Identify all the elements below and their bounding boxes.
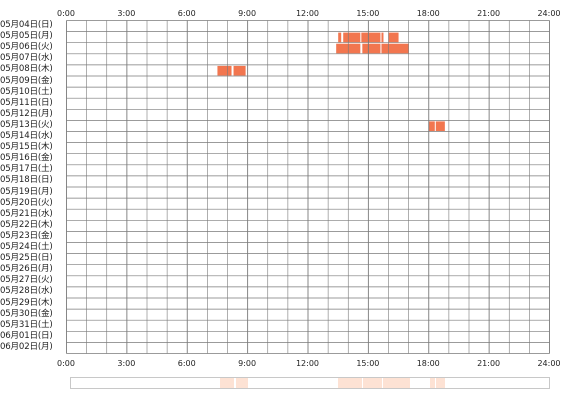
hour-tick-label: 9:00 xyxy=(238,9,257,18)
day-label: 06月01日(日) xyxy=(0,330,53,341)
day-label: 05月30日(金) xyxy=(0,308,53,319)
activity-bar xyxy=(361,32,381,43)
hour-tick-label: 21:00 xyxy=(477,9,501,18)
hour-tick-label: 12:00 xyxy=(295,359,320,368)
day-label: 05月09日(金) xyxy=(0,75,53,86)
overview-mark xyxy=(337,378,362,388)
day-label: 05月24日(土) xyxy=(0,242,53,252)
day-label: 05月11日(日) xyxy=(0,97,53,108)
overview-mark xyxy=(382,378,410,388)
hour-tick-label: 18:00 xyxy=(416,359,440,368)
hour-tick-label: 6:00 xyxy=(177,359,196,368)
day-label: 05月05日(月) xyxy=(0,31,53,42)
hour-tick-label: 24:00 xyxy=(537,9,561,18)
overview-mark xyxy=(363,378,382,388)
day-label: 05月04日(日) xyxy=(0,20,53,30)
day-label: 05月12日(月) xyxy=(0,108,53,119)
hour-tick-label: 12:00 xyxy=(295,9,320,18)
day-label: 05月14日(水) xyxy=(0,131,53,141)
overview-mark xyxy=(436,378,446,388)
activity-bar xyxy=(381,32,384,43)
hour-tick-label: 3:00 xyxy=(117,359,136,368)
timeline-grid xyxy=(66,20,550,354)
overview-mark xyxy=(220,378,235,388)
hour-tick-label: 15:00 xyxy=(356,359,380,368)
activity-bar xyxy=(435,121,445,131)
activity-bar xyxy=(428,121,435,131)
day-label: 05月10日(土) xyxy=(0,86,53,97)
activity-bar xyxy=(381,43,409,54)
activity-bar xyxy=(233,65,246,76)
activity-bar xyxy=(343,32,361,43)
day-label: 05月08日(木) xyxy=(0,64,53,75)
day-label: 05月15日(木) xyxy=(0,142,53,153)
overview-mark xyxy=(429,378,436,388)
grid-svg xyxy=(66,20,550,354)
day-label: 05月28日(水) xyxy=(0,286,53,297)
activity-bar xyxy=(362,43,381,54)
day-label: 05月19日(月) xyxy=(0,186,53,197)
hour-tick-label: 21:00 xyxy=(477,359,501,368)
hour-tick-label: 15:00 xyxy=(356,9,380,18)
overview-strip[interactable] xyxy=(70,377,550,389)
hour-tick-label: 0:00 xyxy=(57,9,75,18)
activity-bar xyxy=(338,32,342,43)
day-label: 05月26日(月) xyxy=(0,264,53,275)
day-label: 05月21日(水) xyxy=(0,208,53,219)
activity-bar xyxy=(217,65,232,76)
day-label: 05月18日(日) xyxy=(0,175,53,186)
day-label: 05月13日(火) xyxy=(0,119,53,130)
day-label: 05月06日(火) xyxy=(0,42,53,53)
day-label: 05月22日(木) xyxy=(0,219,53,230)
day-label: 05月25日(日) xyxy=(0,253,53,264)
day-label: 05月20日(火) xyxy=(0,197,53,208)
hour-tick-label: 18:00 xyxy=(416,9,440,18)
activity-bar xyxy=(388,32,399,43)
day-label: 05月31日(土) xyxy=(0,319,53,330)
day-label: 05月16日(金) xyxy=(0,153,53,164)
hour-tick-label: 9:00 xyxy=(238,359,257,368)
day-label: 05月27日(火) xyxy=(0,275,53,286)
hour-tick-label: 6:00 xyxy=(177,9,196,18)
hour-tick-label: 0:00 xyxy=(57,359,75,368)
hour-tick-label: 24:00 xyxy=(537,359,561,368)
day-label: 05月17日(土) xyxy=(0,164,53,175)
overview-mark xyxy=(236,378,249,388)
day-label: 06月02日(月) xyxy=(0,341,53,352)
day-label: 05月29日(木) xyxy=(0,297,53,308)
hour-tick-label: 3:00 xyxy=(117,9,136,18)
day-label: 05月07日(水) xyxy=(0,53,53,64)
day-label: 05月23日(金) xyxy=(0,230,53,241)
